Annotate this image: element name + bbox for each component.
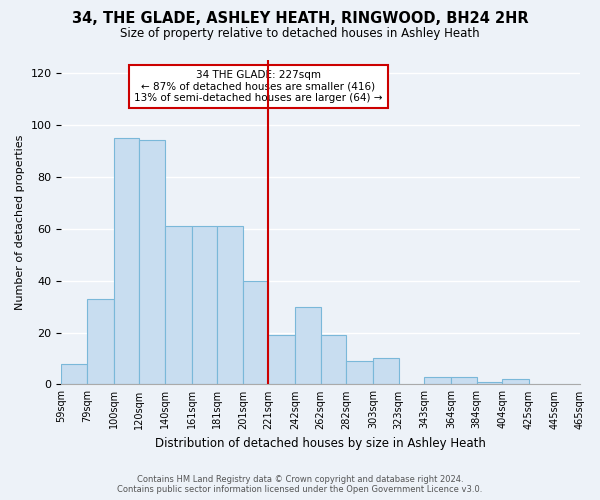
- Bar: [451, 376, 476, 384]
- Bar: [476, 382, 502, 384]
- Bar: [191, 226, 217, 384]
- Text: Contains HM Land Registry data © Crown copyright and database right 2024.
Contai: Contains HM Land Registry data © Crown c…: [118, 474, 482, 494]
- Bar: [165, 226, 191, 384]
- Bar: [295, 306, 321, 384]
- Text: Size of property relative to detached houses in Ashley Heath: Size of property relative to detached ho…: [120, 28, 480, 40]
- Y-axis label: Number of detached properties: Number of detached properties: [15, 134, 25, 310]
- Text: 34 THE GLADE: 227sqm
← 87% of detached houses are smaller (416)
13% of semi-deta: 34 THE GLADE: 227sqm ← 87% of detached h…: [134, 70, 383, 103]
- Bar: [373, 358, 398, 384]
- Bar: [139, 140, 165, 384]
- Bar: [502, 379, 529, 384]
- Bar: [87, 299, 114, 384]
- Bar: [61, 364, 87, 384]
- X-axis label: Distribution of detached houses by size in Ashley Heath: Distribution of detached houses by size …: [155, 437, 486, 450]
- Text: 34, THE GLADE, ASHLEY HEATH, RINGWOOD, BH24 2HR: 34, THE GLADE, ASHLEY HEATH, RINGWOOD, B…: [71, 11, 529, 26]
- Bar: [114, 138, 139, 384]
- Bar: [217, 226, 243, 384]
- Bar: [346, 361, 373, 384]
- Bar: [424, 376, 451, 384]
- Bar: [268, 335, 295, 384]
- Bar: [243, 280, 268, 384]
- Bar: [321, 335, 346, 384]
